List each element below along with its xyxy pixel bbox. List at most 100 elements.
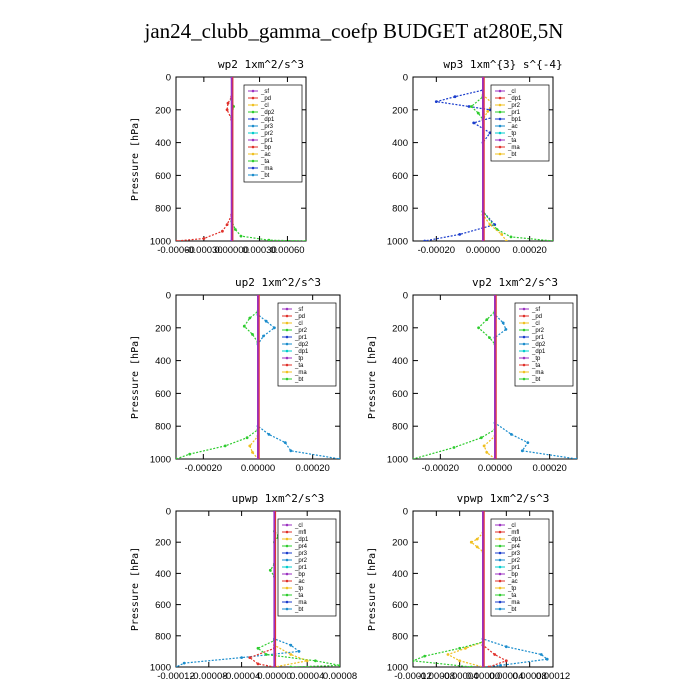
series-point — [239, 234, 243, 238]
legend-entry: _pr1 — [294, 335, 308, 341]
legend-marker — [285, 544, 289, 548]
panel-title: up2 1xm^2/s^3 — [235, 276, 321, 289]
y-tick-label: 400 — [392, 356, 408, 367]
x-tick-label: -0.00004 — [441, 671, 479, 682]
series-point — [458, 233, 462, 236]
legend-marker — [251, 103, 255, 107]
y-tick-label: 400 — [155, 138, 171, 149]
series-point — [526, 441, 530, 444]
legend-marker — [522, 307, 526, 311]
x-tick-label: 0.00020 — [295, 463, 329, 474]
y-tick-label: 600 — [155, 389, 171, 400]
legend-entry: _pr1 — [507, 565, 521, 571]
series-point — [504, 659, 508, 663]
series-point — [314, 659, 317, 663]
legend-marker — [251, 159, 255, 163]
legend-marker — [498, 124, 502, 128]
series-point — [485, 318, 489, 321]
legend-marker — [522, 335, 526, 339]
x-tick-label: -0.00012 — [157, 671, 195, 682]
y-tick-label: 0 — [403, 291, 408, 302]
series-point — [479, 436, 483, 440]
panel-title: wp3 1xm^{3} s^{-4} — [443, 58, 562, 71]
legend-marker — [522, 321, 526, 325]
legend-entry: _tp — [531, 356, 541, 362]
y-tick-label: 200 — [392, 105, 408, 116]
y-tick-label: 0 — [166, 73, 171, 84]
legend-marker — [522, 356, 526, 360]
legend-entry: _pr2 — [507, 558, 521, 564]
x-tick-label: 0.00000 — [478, 463, 512, 474]
legend-entry: _pd — [531, 314, 542, 320]
series-point — [469, 665, 473, 667]
y-tick-label: 400 — [392, 138, 408, 149]
series-point — [446, 653, 450, 656]
y-tick-label: 1000 — [150, 663, 171, 674]
series-point — [268, 568, 272, 572]
legend-marker — [285, 579, 289, 583]
legend-marker — [498, 558, 502, 562]
series-point — [176, 665, 178, 667]
legend-entry: _ac — [294, 579, 305, 585]
series-point — [475, 545, 479, 549]
x-tick-label: 0.00000 — [215, 245, 249, 256]
legend-entry: _pr1 — [531, 335, 545, 341]
legend-entry: _dp2 — [260, 110, 275, 116]
legend-marker — [522, 370, 526, 374]
series-group — [176, 77, 306, 241]
panel-title: upwp 1xm^2/s^3 — [232, 492, 325, 505]
y-tick-label: 200 — [392, 323, 408, 334]
series-point — [225, 223, 229, 227]
legend-entry: _bt — [531, 377, 541, 383]
legend-entry: _pr3 — [507, 551, 521, 557]
legend-marker — [498, 117, 502, 121]
legend-marker — [522, 363, 526, 367]
series-point — [256, 646, 260, 650]
legend-entry: _dp1 — [294, 349, 309, 355]
legend-marker — [285, 551, 289, 555]
legend-entry: _mfl — [294, 530, 306, 536]
series-point — [267, 433, 271, 436]
legend-entry: _pr2 — [294, 328, 308, 334]
legend-marker — [251, 173, 255, 177]
x-tick-label: -0.00030 — [185, 245, 223, 256]
y-tick-label: 600 — [155, 171, 171, 182]
legend-entry: _cl — [294, 523, 303, 529]
legend-entry: _cl — [294, 321, 303, 327]
series-point — [413, 457, 415, 459]
legend-marker — [522, 342, 526, 346]
legend-entry: _pd — [294, 314, 305, 320]
series-point — [182, 661, 186, 665]
y-tick-label: 200 — [155, 105, 171, 116]
x-tick-label: -0.00012 — [394, 671, 432, 682]
series-line — [248, 511, 275, 667]
y-axis-label: Pressure [hPa] — [367, 335, 378, 419]
series-point — [504, 645, 508, 649]
legend-entry: _pr4 — [507, 544, 521, 550]
legend-marker — [285, 593, 289, 597]
legend-marker — [285, 530, 289, 534]
series-point — [297, 650, 301, 653]
x-tick-label: -0.00008 — [190, 671, 228, 682]
legend-entry: _pr1 — [260, 138, 274, 144]
y-tick-label: 0 — [166, 291, 171, 302]
legend-entry: _bt — [507, 152, 517, 158]
legend-marker — [251, 117, 255, 121]
legend-marker — [285, 342, 289, 346]
series-point — [475, 537, 479, 541]
panel-4: vp2 1xm^2/s^3 0 200 400 600 800 1000 -0.00020 0.… — [367, 276, 578, 474]
series-point — [338, 664, 340, 667]
panel-6: vpwp 1xm^2/s^3 0 200 400 600 800 1000-0.00012-… — [367, 492, 570, 682]
legend-entry: _bp — [507, 572, 519, 578]
legend-entry: _sf — [260, 89, 269, 95]
legend-marker — [498, 537, 502, 541]
series-point — [488, 336, 491, 339]
panel-title: vpwp 1xm^2/s^3 — [457, 492, 550, 505]
legend-entry: _cl — [507, 89, 516, 95]
series-point — [458, 646, 462, 650]
series-point — [283, 441, 287, 444]
legend-marker — [498, 572, 502, 576]
series-point — [452, 446, 456, 449]
y-tick-label: 800 — [392, 631, 408, 642]
panel-3: up2 1xm^2/s^3 0 200 400 600 800 1000 -0.00020 0.… — [130, 276, 341, 474]
